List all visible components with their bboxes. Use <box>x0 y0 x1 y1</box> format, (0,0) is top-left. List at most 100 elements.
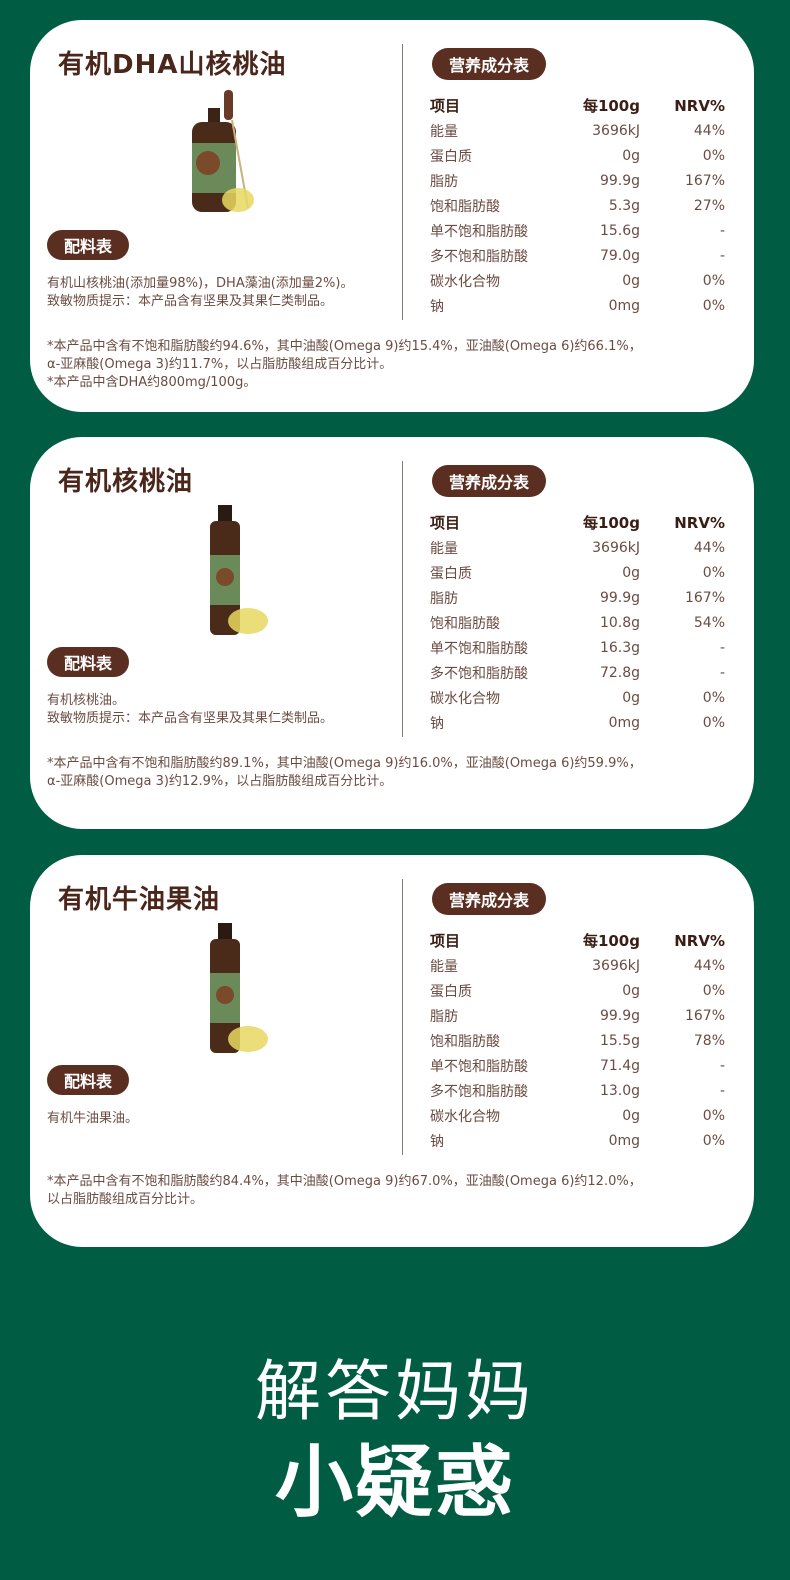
table-row: 饱和脂肪酸 15.5g 78% <box>430 1028 725 1053</box>
column-header: NRV% <box>674 96 725 115</box>
product-bottle-image <box>180 923 270 1053</box>
table-cell: 0% <box>702 689 725 706</box>
table-cell: 0% <box>702 297 725 314</box>
table-cell: 钠 <box>430 715 444 732</box>
column-header: NRV% <box>674 513 725 532</box>
nutrition-badge: 营养成分表 <box>432 883 546 915</box>
table-cell: - <box>719 1057 725 1074</box>
ingredients-text: 有机山核桃油(添加量98%)，DHA藻油(添加量2%)。 致敏物质提示：本产品含有… <box>47 275 407 311</box>
table-row: 多不饱和脂肪酸 72.8g - <box>430 660 725 685</box>
column-header: 每100g <box>582 97 640 115</box>
table-cell: 99.9g <box>599 589 640 606</box>
table-cell: 0% <box>702 147 725 164</box>
table-cell: 27% <box>693 197 725 214</box>
ingredients-badge: 配料表 <box>47 230 129 260</box>
table-cell: 0g <box>622 147 640 164</box>
column-header: 项目 <box>430 97 461 115</box>
footnote: *本产品中含有不饱和脂肪酸约89.1%，其中油酸(Omega 9)约16.0%，… <box>47 755 747 791</box>
ingredients-line: 致敏物质提示：本产品含有坚果及其果仁类制品。 <box>47 294 334 309</box>
table-row: 脂肪 99.9g 167% <box>430 1003 725 1028</box>
table-cell: 单不饱和脂肪酸 <box>430 223 528 240</box>
table-row: 钠 0mg 0% <box>430 710 725 735</box>
table-cell: 167% <box>684 1007 725 1024</box>
table-cell: 钠 <box>430 298 444 315</box>
table-row: 蛋白质 0g 0% <box>430 978 725 1003</box>
table-cell: 0% <box>702 714 725 731</box>
table-cell: - <box>719 664 725 681</box>
footnote: *本产品中含有不饱和脂肪酸约94.6%，其中油酸(Omega 9)约15.4%，… <box>47 338 747 392</box>
footnote-line: *本产品中含有不饱和脂肪酸约94.6%，其中油酸(Omega 9)约15.4%，… <box>47 339 642 354</box>
table-row: 能量 3696kJ 44% <box>430 953 725 978</box>
nutrition-badge: 营养成分表 <box>432 465 546 497</box>
table-header: 项目 每100g NRV% <box>430 928 725 953</box>
table-row: 钠 0mg 0% <box>430 1128 725 1153</box>
table-cell: 脂肪 <box>430 173 458 190</box>
column-header: 项目 <box>430 514 461 532</box>
column-header: 项目 <box>430 932 461 950</box>
table-cell: 能量 <box>430 958 458 975</box>
table-cell: 能量 <box>430 540 458 557</box>
table-cell: 蛋白质 <box>430 565 472 582</box>
table-cell: 167% <box>684 172 725 189</box>
table-cell: 0g <box>622 564 640 581</box>
product-card: 有机核桃油 配料表 有机核桃油。致敏物质提示：本产品含有坚果及其果仁类制品。 营… <box>30 437 754 829</box>
table-cell: 79.0g <box>599 247 640 264</box>
column-header: 每100g <box>582 932 640 950</box>
nutrition-table: 项目 每100g NRV% 能量 3696kJ 44% 蛋白质 0g 0% 脂肪 99.9g 167%… <box>430 93 725 318</box>
table-cell: 3696kJ <box>592 539 640 556</box>
table-cell: 0g <box>622 982 640 999</box>
product-title: 有机牛油果油 <box>58 885 221 915</box>
table-cell: 0mg <box>608 1132 640 1149</box>
ingredients-line: 有机山核桃油(添加量98%)，DHA藻油(添加量2%)。 <box>47 276 354 291</box>
product-title: 有机核桃油 <box>58 467 194 497</box>
table-cell: 0% <box>702 982 725 999</box>
table-row: 单不饱和脂肪酸 71.4g - <box>430 1053 725 1078</box>
product-card: 有机牛油果油 配料表 有机牛油果油。 营养成分表 项目 每100g NRV% 能量 36… <box>30 855 754 1247</box>
table-row: 单不饱和脂肪酸 16.3g - <box>430 635 725 660</box>
table-cell: 脂肪 <box>430 590 458 607</box>
table-cell: 99.9g <box>599 1007 640 1024</box>
ingredients-line: 有机牛油果油。 <box>47 1111 139 1126</box>
table-row: 饱和脂肪酸 10.8g 54% <box>430 610 725 635</box>
table-cell: 0g <box>622 1107 640 1124</box>
table-cell: 单不饱和脂肪酸 <box>430 1058 528 1075</box>
column-header: NRV% <box>674 931 725 950</box>
table-cell: 蛋白质 <box>430 148 472 165</box>
table-row: 能量 3696kJ 44% <box>430 535 725 560</box>
table-cell: 13.0g <box>599 1082 640 1099</box>
table-cell: 0% <box>702 1107 725 1124</box>
table-cell: 78% <box>693 1032 725 1049</box>
nutrition-table: 项目 每100g NRV% 能量 3696kJ 44% 蛋白质 0g 0% 脂肪 99.9g 167%… <box>430 928 725 1153</box>
table-row: 多不饱和脂肪酸 79.0g - <box>430 243 725 268</box>
table-cell: 5.3g <box>608 197 640 214</box>
column-header: 每100g <box>582 514 640 532</box>
footnote-line: α-亚麻酸(Omega 3)约11.7%，以占脂肪酸组成百分比计。 <box>47 357 393 372</box>
table-cell: 多不饱和脂肪酸 <box>430 1083 528 1100</box>
table-row: 蛋白质 0g 0% <box>430 560 725 585</box>
ingredients-line: 有机核桃油。 <box>47 693 126 708</box>
table-cell: 0mg <box>608 714 640 731</box>
table-cell: 44% <box>693 957 725 974</box>
table-cell: 16.3g <box>599 639 640 656</box>
table-cell: 碳水化合物 <box>430 1108 500 1125</box>
ingredients-badge: 配料表 <box>47 647 129 677</box>
table-cell: 72.8g <box>599 664 640 681</box>
ingredients-line: 致敏物质提示：本产品含有坚果及其果仁类制品。 <box>47 711 334 726</box>
banner-line1: 解答妈妈 <box>255 1353 535 1430</box>
table-row: 单不饱和脂肪酸 15.6g - <box>430 218 725 243</box>
ingredients-text: 有机核桃油。致敏物质提示：本产品含有坚果及其果仁类制品。 <box>47 692 407 728</box>
table-cell: 钠 <box>430 1133 444 1150</box>
table-cell: 44% <box>693 122 725 139</box>
banner-line2: 小疑惑 <box>274 1438 515 1528</box>
footnote-line: *本产品中含DHA约800mg/100g。 <box>47 375 257 390</box>
table-cell: - <box>719 639 725 656</box>
table-row: 蛋白质 0g 0% <box>430 143 725 168</box>
table-row: 碳水化合物 0g 0% <box>430 268 725 293</box>
table-cell: 脂肪 <box>430 1008 458 1025</box>
divider <box>402 461 403 737</box>
table-cell: 54% <box>693 614 725 631</box>
table-cell: 167% <box>684 589 725 606</box>
table-cell: 0% <box>702 272 725 289</box>
table-cell: - <box>719 222 725 239</box>
table-cell: 碳水化合物 <box>430 273 500 290</box>
